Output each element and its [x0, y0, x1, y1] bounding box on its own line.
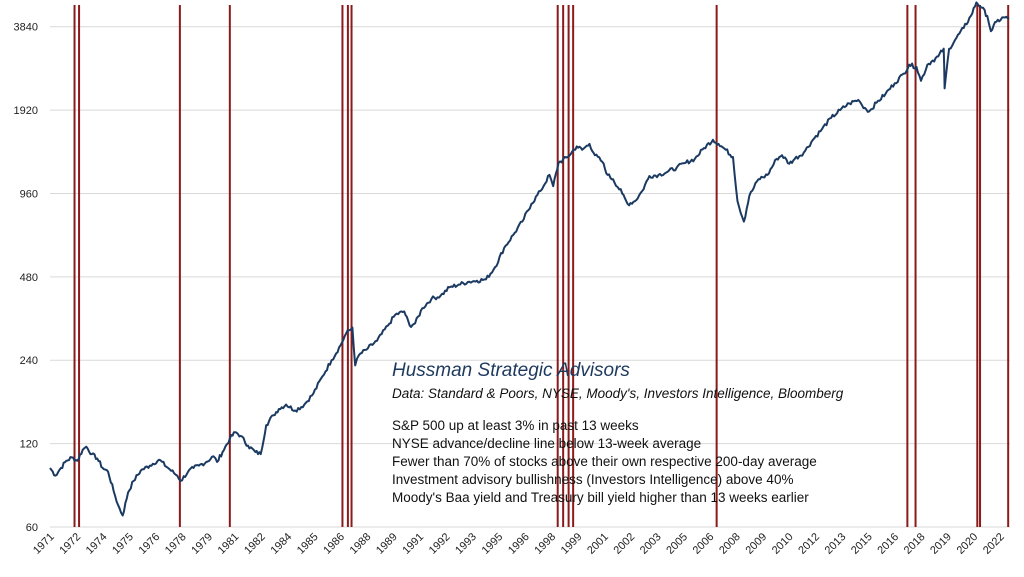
- x-tick-label: 2019: [928, 531, 954, 557]
- x-tick-label: 1985: [295, 531, 321, 557]
- x-tick-label: 1993: [453, 531, 479, 557]
- x-tick-label: 2018: [902, 531, 928, 557]
- annotation-line: NYSE advance/decline line below 13-week …: [392, 436, 702, 451]
- x-tick-label: 1999: [559, 531, 585, 557]
- x-tick-label: 1988: [348, 531, 374, 557]
- y-tick-label: 60: [26, 522, 38, 534]
- chart-legend: Hussman Strategic Advisors Data: Standar…: [392, 360, 892, 507]
- x-tick-label: 1995: [480, 531, 506, 557]
- x-tick-label: 2016: [875, 531, 901, 557]
- x-tick-label: 2009: [743, 531, 769, 557]
- x-tick-label: 2001: [585, 531, 611, 557]
- annotation-line: Investment advisory bullishness (Investo…: [392, 472, 794, 487]
- x-tick-label: 1972: [57, 531, 83, 557]
- x-tick-label: 2005: [664, 531, 690, 557]
- x-tick-label: 1998: [532, 531, 558, 557]
- gridlines: [50, 26, 1010, 528]
- x-tick-label: 1982: [242, 531, 268, 557]
- x-tick-label: 1989: [374, 531, 400, 557]
- y-tick-label: 480: [20, 272, 38, 284]
- x-tick-label: 2003: [638, 531, 664, 557]
- x-tick-label: 1975: [110, 531, 136, 557]
- x-tick-label: 1992: [427, 531, 453, 557]
- x-tick-label: 1981: [216, 531, 242, 557]
- x-tick-label: 2008: [717, 531, 743, 557]
- y-tick-label: 240: [20, 355, 38, 367]
- x-tick-label: 1979: [189, 531, 215, 557]
- annotation-line: Fewer than 70% of stocks above their own…: [392, 454, 817, 469]
- x-tick-label: 2022: [981, 531, 1007, 557]
- x-tick-label: 1984: [268, 531, 294, 557]
- y-tick-label: 960: [20, 188, 38, 200]
- y-tick-label: 120: [20, 439, 38, 451]
- x-tick-label: 2012: [796, 531, 822, 557]
- x-tick-label: 2015: [849, 531, 875, 557]
- annotation-line: Moody's Baa yield and Treasury bill yiel…: [392, 490, 809, 505]
- x-tick-label: 1976: [137, 531, 163, 557]
- y-axis-ticks: 60 120 240 480 960 1920 3840: [14, 22, 38, 534]
- x-tick-label: 2002: [612, 531, 638, 557]
- chart-subtitle: Data: Standard & Poors, NYSE, Moody's, I…: [392, 386, 844, 401]
- x-tick-label: 1991: [400, 531, 426, 557]
- x-tick-label: 2010: [770, 531, 796, 557]
- x-tick-label: 1974: [84, 531, 110, 557]
- x-tick-label: 2006: [691, 531, 717, 557]
- y-tick-label: 3840: [14, 22, 38, 34]
- price-line: [49, 1, 1010, 517]
- price-series: [49, 1, 1010, 517]
- x-tick-label: 1978: [163, 531, 189, 557]
- x-tick-label: 1986: [321, 531, 347, 557]
- y-tick-label: 1920: [14, 105, 38, 117]
- annotation-line: S&P 500 up at least 3% in past 13 weeks: [392, 418, 639, 433]
- chart-title: Hussman Strategic Advisors: [392, 360, 630, 381]
- x-tick-label: 2013: [823, 531, 849, 557]
- x-tick-label: 1996: [506, 531, 532, 557]
- x-axis-ticks: 1971 1972 1974 1975 1976 1978 1979 1981 1982 1984…: [31, 531, 1007, 557]
- x-tick-label: 2020: [955, 531, 981, 557]
- signal-bars: [73, 5, 1010, 527]
- x-tick-label: 1971: [31, 531, 57, 557]
